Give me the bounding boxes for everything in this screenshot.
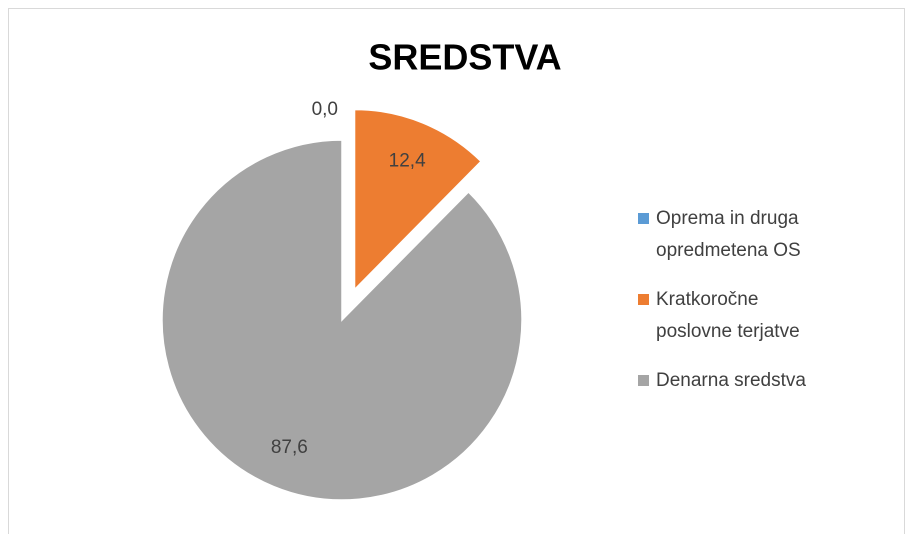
legend-item: Denarna sredstva	[638, 365, 838, 397]
legend-swatch	[638, 213, 649, 224]
legend-swatch	[638, 375, 649, 386]
chart-frame	[8, 8, 905, 534]
pie-slice	[161, 139, 523, 501]
data-label: 0,0	[312, 99, 338, 120]
legend-label: Denarna sredstva	[656, 370, 806, 391]
data-label: 12,4	[389, 150, 426, 171]
chart-title: SREDSTVA	[368, 37, 561, 78]
legend-label: Oprema in druga opredmetena OS	[656, 208, 801, 261]
legend: Oprema in druga opredmetena OS Kratkoročn…	[638, 203, 838, 414]
legend-item: Oprema in druga opredmetena OS	[638, 203, 838, 267]
legend-label: Kratkoročne poslovne terjatve	[656, 289, 800, 342]
data-label: 87,6	[271, 437, 308, 458]
legend-swatch	[638, 294, 649, 305]
pie-slice	[353, 108, 483, 292]
legend-item: Kratkoročne poslovne terjatve	[638, 284, 838, 348]
